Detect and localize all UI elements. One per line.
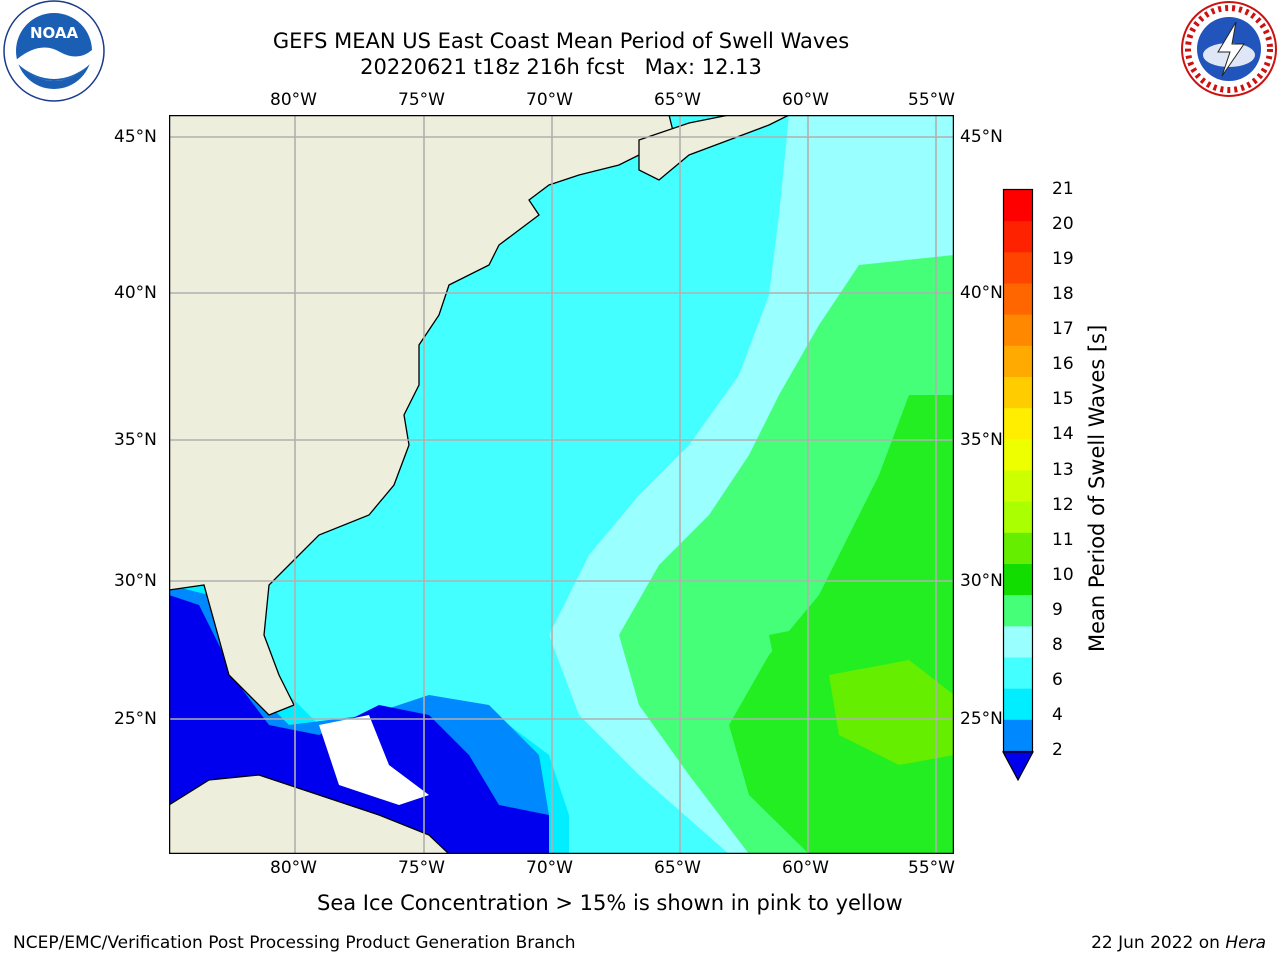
colorbar-tick-label: 8 bbox=[1052, 634, 1063, 655]
colorbar-segment bbox=[1004, 501, 1032, 534]
lon-tick-bottom-1: 75°W bbox=[398, 858, 445, 878]
map-frame bbox=[169, 115, 954, 854]
colorbar-segment bbox=[1004, 345, 1032, 378]
land-cuba bbox=[169, 774, 450, 854]
colorbar-tick-label: 15 bbox=[1052, 389, 1074, 410]
lon-tick-bottom-0: 80°W bbox=[270, 858, 317, 878]
lat-tick-right-1: 40°N bbox=[960, 283, 1003, 303]
lat-tick-right-3: 30°N bbox=[960, 571, 1003, 591]
colorbar-segment bbox=[1004, 283, 1032, 316]
footer-host: Hera bbox=[1225, 933, 1266, 953]
lon-tick-top-0: 80°W bbox=[270, 90, 317, 110]
colorbar-segment bbox=[1004, 626, 1032, 658]
colorbar-tick-label: 10 bbox=[1052, 564, 1074, 585]
colorbar-segment bbox=[1004, 719, 1032, 752]
colorbar-frame bbox=[1002, 188, 1034, 753]
colorbar-tick-label: 6 bbox=[1052, 669, 1063, 690]
lon-tick-bottom-4: 60°W bbox=[782, 858, 829, 878]
footer-branch: NCEP/EMC/Verification Post Processing Pr… bbox=[13, 933, 576, 953]
lat-tick-right-0: 45°N bbox=[960, 127, 1003, 147]
lon-tick-top-4: 60°W bbox=[782, 90, 829, 110]
map-panel bbox=[169, 115, 954, 854]
noaa-logo-text: NOAA bbox=[30, 24, 79, 42]
colorbar-segment bbox=[1004, 190, 1032, 222]
colorbar-tick-label: 17 bbox=[1052, 319, 1074, 340]
colorbar-segment bbox=[1004, 688, 1032, 721]
colorbar-segment bbox=[1004, 252, 1032, 284]
nws-logo bbox=[1181, 1, 1277, 97]
chart-subtitle: 20220621 t18z 216h fcst Max: 12.13 bbox=[360, 55, 762, 79]
chart-title: GEFS MEAN US East Coast Mean Period of S… bbox=[272, 29, 850, 53]
lon-tick-top-3: 65°W bbox=[654, 90, 701, 110]
colorbar-segment bbox=[1004, 564, 1032, 596]
sea-ice-caption: Sea Ice Concentration > 15% is shown in … bbox=[317, 891, 903, 915]
colorbar-tick-label: 11 bbox=[1052, 529, 1074, 550]
colorbar-label: Mean Period of Swell Waves [s] bbox=[1085, 324, 1109, 652]
lon-tick-bottom-5: 55°W bbox=[908, 858, 955, 878]
colorbar-segment bbox=[1004, 595, 1032, 627]
footer-date: 22 Jun 2022 on Hera bbox=[1091, 933, 1266, 953]
lat-tick-right-2: 35°N bbox=[960, 430, 1003, 450]
lat-tick-right-4: 25°N bbox=[960, 709, 1003, 729]
colorbar-extend-arrow bbox=[1001, 751, 1035, 782]
colorbar-tick-label: 13 bbox=[1052, 459, 1074, 480]
colorbar-tick-label: 19 bbox=[1052, 249, 1074, 270]
lon-tick-bottom-2: 70°W bbox=[526, 858, 573, 878]
colorbar-tick-label: 14 bbox=[1052, 424, 1074, 445]
colorbar-tick-label: 21 bbox=[1052, 179, 1074, 199]
lon-tick-bottom-3: 65°W bbox=[654, 858, 701, 878]
no-data-bahamas bbox=[319, 715, 429, 805]
lon-tick-top-5: 55°W bbox=[908, 90, 955, 110]
colorbar-segment bbox=[1004, 408, 1032, 440]
colorbar-segment bbox=[1004, 470, 1032, 503]
colorbar-segments bbox=[1004, 190, 1032, 752]
lat-tick-left-2: 35°N bbox=[114, 430, 157, 450]
colorbar-tick-label: 18 bbox=[1052, 284, 1074, 305]
lat-tick-left-1: 40°N bbox=[114, 283, 157, 303]
noaa-logo: NOAA bbox=[3, 0, 105, 102]
colorbar-segment bbox=[1004, 314, 1032, 347]
colorbar-tick-label: 9 bbox=[1052, 599, 1063, 620]
colorbar-segment bbox=[1004, 657, 1032, 690]
colorbar-tick-label: 16 bbox=[1052, 354, 1074, 375]
footer-date-text: 22 Jun 2022 on bbox=[1091, 933, 1226, 953]
colorbar-segment bbox=[1004, 532, 1032, 565]
lon-tick-top-1: 75°W bbox=[398, 90, 445, 110]
swell-band-11-12 bbox=[829, 660, 954, 765]
colorbar-tick-label: 4 bbox=[1052, 704, 1063, 725]
map-gridlines bbox=[169, 115, 954, 854]
land-nova-scotia bbox=[638, 115, 790, 181]
colorbar-segment bbox=[1004, 439, 1032, 471]
colorbar bbox=[1001, 188, 1035, 782]
lat-tick-left-0: 45°N bbox=[114, 127, 157, 147]
lat-tick-left-4: 25°N bbox=[114, 709, 157, 729]
colorbar-tick-label: 20 bbox=[1052, 214, 1074, 235]
colorbar-segment bbox=[1004, 221, 1032, 253]
lat-tick-left-3: 30°N bbox=[114, 571, 157, 591]
colorbar-tick-label: 2 bbox=[1052, 740, 1063, 760]
colorbar-segment bbox=[1004, 377, 1032, 409]
colorbar-tick-label: 12 bbox=[1052, 494, 1074, 515]
lon-tick-top-2: 70°W bbox=[526, 90, 573, 110]
